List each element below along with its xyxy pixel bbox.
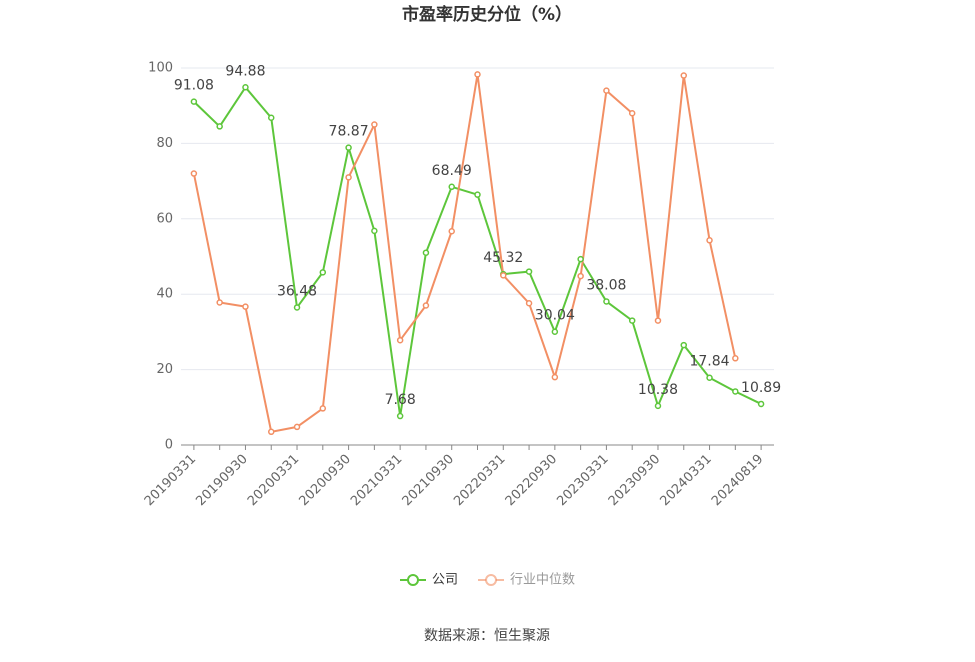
point bbox=[577, 272, 584, 280]
data-label: 10.38 bbox=[638, 382, 678, 398]
point bbox=[603, 298, 610, 305]
y-tick-label: 100 bbox=[148, 61, 173, 76]
data-label: 94.88 bbox=[225, 63, 265, 79]
point bbox=[680, 341, 688, 349]
x-tick-label: 20220930 bbox=[503, 452, 560, 509]
y-tick-label: 80 bbox=[156, 136, 173, 151]
y-tick-label: 40 bbox=[156, 287, 173, 302]
x-tick-label: 20210930 bbox=[400, 452, 457, 509]
data-label: 36.48 bbox=[277, 283, 317, 299]
series-line bbox=[193, 85, 762, 417]
point bbox=[603, 87, 610, 94]
point bbox=[319, 405, 327, 412]
source: 数据来源：恒生聚源 bbox=[424, 628, 550, 644]
point bbox=[680, 72, 688, 79]
point bbox=[216, 123, 223, 130]
point bbox=[551, 328, 559, 335]
data-label: 7.68 bbox=[385, 392, 416, 408]
x-tick-label: 20190331 bbox=[142, 452, 199, 509]
point bbox=[242, 84, 249, 91]
point bbox=[293, 423, 301, 431]
x-tick-label: 20230331 bbox=[554, 452, 611, 509]
point bbox=[396, 336, 404, 344]
point bbox=[577, 255, 584, 263]
point bbox=[628, 317, 636, 324]
point bbox=[500, 272, 507, 279]
chart-title: 市盈率历史分位（%） bbox=[402, 4, 572, 25]
point bbox=[474, 191, 481, 198]
point bbox=[293, 304, 301, 311]
data-label: 38.08 bbox=[586, 277, 626, 293]
data-label: 91.08 bbox=[174, 78, 214, 94]
point bbox=[706, 237, 713, 244]
data-label: 78.87 bbox=[329, 124, 369, 140]
point bbox=[319, 269, 327, 276]
x-tick-label: 20200930 bbox=[296, 452, 353, 509]
point bbox=[371, 227, 378, 235]
point bbox=[422, 249, 430, 256]
y-tick-label: 20 bbox=[156, 362, 173, 377]
legend-label: 行业中位数 bbox=[510, 573, 575, 588]
point bbox=[732, 355, 739, 362]
x-tick-label: 20240331 bbox=[657, 452, 714, 509]
y-tick-label: 0 bbox=[165, 438, 173, 453]
point bbox=[371, 121, 378, 128]
point bbox=[474, 71, 481, 78]
point bbox=[216, 299, 223, 306]
point bbox=[345, 174, 352, 181]
point bbox=[654, 317, 662, 324]
point bbox=[706, 374, 713, 381]
point bbox=[525, 299, 533, 307]
data-label: 68.49 bbox=[432, 163, 472, 179]
point bbox=[242, 303, 249, 310]
legend-marker bbox=[485, 574, 498, 586]
data-label: 45.32 bbox=[483, 250, 523, 266]
point bbox=[190, 170, 198, 177]
point bbox=[448, 227, 455, 235]
point bbox=[757, 400, 765, 408]
x-tick-label: 20220331 bbox=[451, 452, 508, 509]
series-line bbox=[192, 74, 737, 433]
x-tick-label: 20200331 bbox=[245, 452, 302, 509]
point bbox=[345, 144, 352, 151]
x-tick-label: 20210331 bbox=[348, 452, 405, 509]
x-tick-label: 20230930 bbox=[606, 452, 663, 509]
legend-marker bbox=[407, 574, 419, 586]
x-tick-label: 20190930 bbox=[193, 452, 250, 509]
point bbox=[267, 114, 275, 122]
point bbox=[654, 402, 662, 410]
point bbox=[628, 109, 636, 117]
data-label: 17.84 bbox=[689, 354, 729, 370]
point bbox=[732, 388, 739, 395]
data-label: 10.89 bbox=[741, 380, 781, 396]
point bbox=[551, 373, 559, 381]
point bbox=[525, 268, 533, 275]
legend-label: 公司 bbox=[432, 573, 458, 588]
point bbox=[396, 412, 404, 420]
x-tick-label: 20240819 bbox=[709, 452, 766, 509]
point bbox=[448, 183, 455, 191]
point bbox=[190, 98, 198, 105]
y-tick-label: 60 bbox=[156, 211, 173, 226]
point bbox=[267, 428, 275, 436]
point bbox=[422, 302, 430, 309]
data-label: 30.04 bbox=[535, 308, 575, 324]
